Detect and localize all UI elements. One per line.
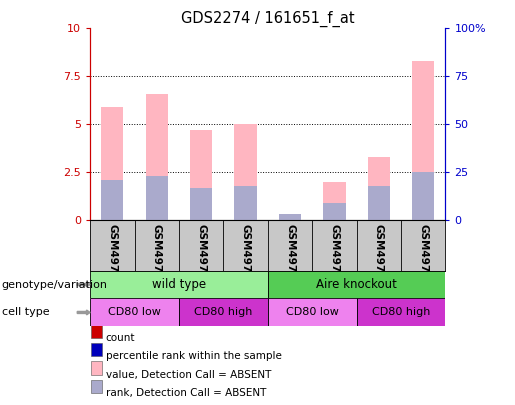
Bar — [279, 215, 301, 220]
Text: CD80 high: CD80 high — [194, 307, 252, 318]
Text: GSM49731: GSM49731 — [374, 224, 384, 287]
Bar — [412, 61, 434, 220]
Text: wild type: wild type — [152, 278, 206, 291]
Text: GSM49732: GSM49732 — [418, 224, 428, 287]
Bar — [101, 180, 124, 220]
Bar — [190, 188, 212, 220]
Bar — [91, 343, 102, 356]
Bar — [323, 182, 346, 220]
Title: GDS2274 / 161651_f_at: GDS2274 / 161651_f_at — [181, 11, 355, 27]
Text: CD80 low: CD80 low — [286, 307, 339, 318]
Bar — [279, 215, 301, 220]
Text: cell type: cell type — [2, 307, 49, 318]
Text: GSM49736: GSM49736 — [241, 224, 251, 287]
Bar — [91, 380, 102, 394]
Bar — [368, 186, 390, 220]
Text: GSM49738: GSM49738 — [152, 224, 162, 287]
Text: CD80 low: CD80 low — [108, 307, 161, 318]
Text: GSM49737: GSM49737 — [107, 224, 117, 287]
Bar — [356, 298, 445, 326]
Text: count: count — [106, 333, 135, 343]
Text: rank, Detection Call = ABSENT: rank, Detection Call = ABSENT — [106, 388, 266, 399]
Text: genotype/variation: genotype/variation — [2, 279, 108, 290]
Bar — [368, 157, 390, 220]
Bar — [412, 172, 434, 220]
Text: value, Detection Call = ABSENT: value, Detection Call = ABSENT — [106, 370, 271, 380]
Bar — [146, 94, 168, 220]
Bar — [323, 203, 346, 220]
Bar — [268, 271, 445, 298]
Bar — [91, 324, 102, 338]
Bar — [179, 298, 268, 326]
Text: GSM49735: GSM49735 — [196, 224, 206, 287]
Bar — [234, 186, 256, 220]
Text: GSM49734: GSM49734 — [330, 224, 339, 287]
Bar — [90, 298, 179, 326]
Bar — [268, 298, 356, 326]
Text: Aire knockout: Aire knockout — [316, 278, 397, 291]
Bar — [234, 124, 256, 220]
Bar — [146, 176, 168, 220]
Text: CD80 high: CD80 high — [372, 307, 430, 318]
Bar — [101, 107, 124, 220]
Text: percentile rank within the sample: percentile rank within the sample — [106, 351, 282, 361]
Bar — [90, 271, 268, 298]
Bar — [91, 361, 102, 375]
Text: GSM49733: GSM49733 — [285, 224, 295, 287]
Bar — [190, 130, 212, 220]
